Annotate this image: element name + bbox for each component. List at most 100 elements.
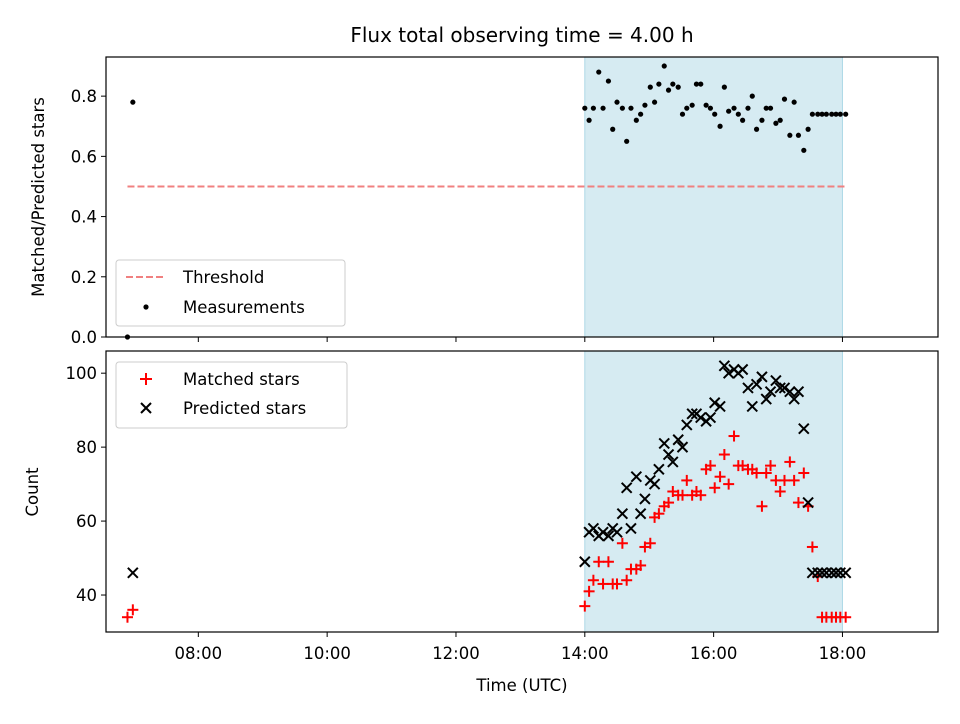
- measurement-point: [717, 123, 723, 129]
- x-tick-label: 12:00: [432, 644, 480, 663]
- predicted-star-point: [826, 567, 838, 579]
- predicted-star-point: [816, 567, 828, 579]
- predicted-star-point: [718, 360, 731, 372]
- predicted-star-point: [686, 408, 698, 420]
- predicted-star-point: [630, 471, 643, 483]
- predicted-star-point: [750, 378, 763, 390]
- bottom-y-axis-label: Count: [23, 467, 42, 517]
- matched-star-point: [723, 478, 735, 490]
- predicted-star-point: [746, 400, 758, 413]
- predicted-star-point: [653, 463, 665, 476]
- predicted-star-point: [839, 567, 852, 579]
- predicted-star-point: [127, 567, 139, 579]
- measurement-point: [633, 117, 639, 123]
- matched-star-point: [663, 497, 675, 509]
- measurement-point: [679, 111, 686, 117]
- measurement-point: [819, 111, 825, 117]
- matched-star-point: [798, 467, 810, 479]
- matched-star-point: [840, 611, 852, 623]
- matched-star-point: [760, 467, 772, 479]
- matched-star-point: [704, 460, 716, 472]
- measurement-point: [624, 138, 630, 144]
- matched-star-point: [579, 600, 591, 612]
- predicted-star-point: [714, 400, 726, 413]
- measurement-point: [675, 84, 681, 90]
- matched-star-point: [751, 467, 763, 479]
- predicted-star-point: [708, 397, 721, 409]
- matched-star-point: [583, 585, 595, 597]
- x-axis-label: Time (UTC): [475, 676, 567, 695]
- measurement-point: [773, 120, 779, 126]
- measurement-point: [726, 108, 732, 114]
- matched-star-point: [778, 474, 790, 486]
- matched-star-point: [695, 489, 707, 501]
- measurement-point: [795, 132, 802, 138]
- measurement-point: [809, 111, 815, 117]
- measurements-legend-label: Measurements: [183, 298, 305, 317]
- predicted-star-point: [648, 478, 661, 490]
- measurement-point: [642, 102, 648, 108]
- measurement-point: [721, 84, 727, 90]
- predicted-legend-swatch: [140, 402, 152, 414]
- matched-star-point: [774, 486, 786, 497]
- matched-star-point: [653, 508, 665, 520]
- measurement-point: [665, 87, 672, 93]
- measurement-point: [740, 117, 746, 123]
- measurement-point: [586, 117, 592, 123]
- top-panel: 0.00.20.40.60.8 Matched/Predicted stars …: [29, 56, 939, 347]
- matched-star-point: [765, 460, 777, 472]
- measurement-point: [823, 111, 829, 117]
- measurement-point: [638, 111, 644, 117]
- predicted-star-point: [579, 556, 591, 568]
- matched-star-point: [709, 482, 721, 494]
- predicted-star-point: [681, 419, 693, 431]
- predicted-star-point: [764, 385, 777, 398]
- predicted-star-point: [662, 448, 675, 461]
- measurement-point: [610, 126, 616, 132]
- predicted-star-point: [695, 411, 707, 424]
- predicted-star-point: [672, 434, 684, 446]
- measurement-point: [707, 105, 714, 111]
- measurement-point: [763, 105, 769, 111]
- matched-star-point: [792, 497, 804, 509]
- bottom-x-ticks: 08:00 10:00 12:00 14:00 16:00 18:00: [175, 632, 867, 663]
- measurement-point: [791, 99, 797, 105]
- predicted-star-point: [704, 411, 717, 424]
- measurement-point: [582, 105, 588, 111]
- matched-star-point: [121, 611, 133, 623]
- x-tick-label: 18:00: [819, 644, 867, 663]
- predicted-star-point: [616, 507, 629, 520]
- measurement-point: [815, 111, 821, 117]
- predicted-star-point: [760, 393, 772, 405]
- predicted-star-point: [676, 441, 689, 453]
- matched-star-point: [597, 578, 609, 590]
- matched-star-point: [635, 559, 647, 571]
- measurement-point: [843, 111, 849, 117]
- measurement-point: [628, 105, 634, 111]
- matched-star-point: [127, 604, 139, 616]
- bottom-legend-box: [115, 361, 348, 429]
- predicted-star-point: [736, 363, 749, 376]
- measurement-point: [829, 111, 835, 117]
- top-y-axis-label: Matched/Predicted stars: [29, 97, 48, 297]
- bottom-legend: Matched stars Predicted stars: [115, 361, 348, 429]
- predicted-star-point: [830, 567, 842, 579]
- measurement-point: [801, 147, 807, 153]
- matched-star-point: [611, 578, 623, 590]
- top-y-tick-label: 0.6: [71, 147, 97, 166]
- bottom-y-tick-label: 100: [66, 364, 98, 383]
- x-tick-label: 14:00: [561, 644, 609, 663]
- measurement-point: [693, 81, 700, 87]
- matched-star-point: [621, 574, 633, 586]
- predicted-star-point: [658, 437, 670, 450]
- measurement-point: [703, 102, 709, 108]
- predicted-star-point: [778, 382, 791, 394]
- matched-star-point: [681, 474, 693, 486]
- predicted-star-point: [784, 385, 796, 398]
- measurement-point: [805, 126, 811, 132]
- matched-star-point: [593, 556, 605, 568]
- predicted-star-point: [756, 371, 768, 383]
- measurement-point: [647, 84, 653, 90]
- bottom-y-tick-label: 60: [76, 512, 97, 531]
